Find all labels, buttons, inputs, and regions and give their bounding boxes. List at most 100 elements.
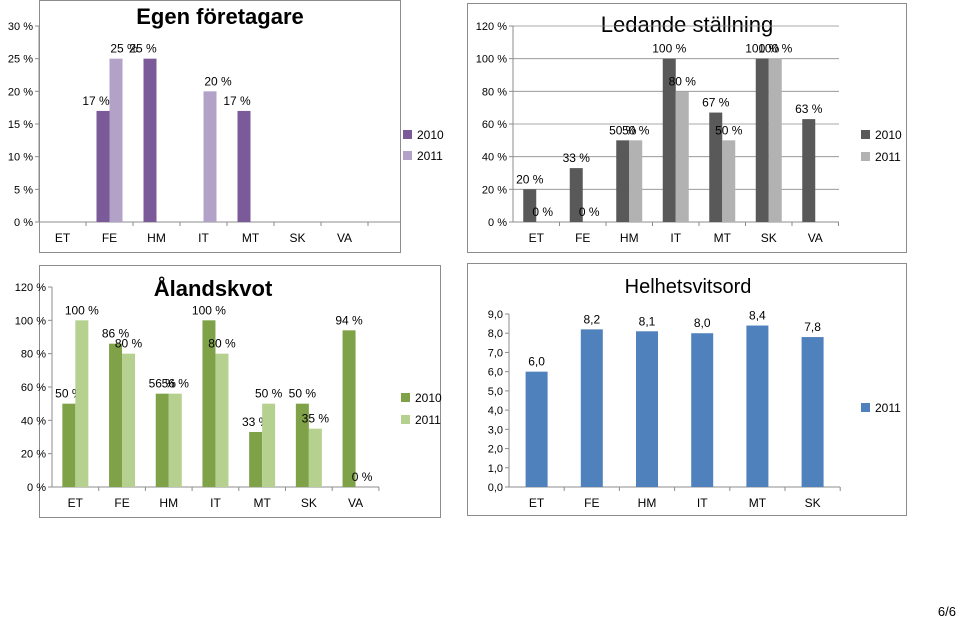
bar-2011-SK bbox=[768, 58, 782, 222]
x-tick-label: SK bbox=[289, 231, 305, 245]
chart-title: Ålandskvot bbox=[154, 275, 273, 301]
data-label: 8,2 bbox=[583, 312, 600, 326]
x-tick-label: VA bbox=[337, 231, 352, 245]
chart-egen: Egen företagare 0 % 5 % 10 % 15 % 20 % 25 % 30 … bbox=[8, 0, 444, 253]
y-tick-label: 5,0 bbox=[488, 386, 503, 398]
y-tick-label: 20 % bbox=[21, 449, 46, 461]
bar-2010-SK bbox=[295, 403, 309, 487]
data-label: 17 % bbox=[82, 94, 110, 108]
bar-2011-IT bbox=[691, 333, 714, 487]
x-tick-label: HM bbox=[159, 496, 178, 510]
bar-2011-MT bbox=[746, 325, 769, 487]
x-tick-label: FE bbox=[114, 496, 129, 510]
data-label: 7,8 bbox=[804, 320, 821, 334]
x-tick-label: VA bbox=[808, 231, 823, 245]
legend-label: 2011 bbox=[415, 413, 441, 427]
data-label: 35 % bbox=[302, 412, 330, 426]
data-label: 50 % bbox=[715, 123, 743, 137]
y-tick-label: 30 % bbox=[8, 21, 33, 33]
data-label: 33 % bbox=[563, 151, 591, 165]
bar-2010-FE bbox=[569, 168, 583, 222]
chart-title: Helhetsvitsord bbox=[625, 276, 752, 298]
x-tick-label: FE bbox=[102, 231, 117, 245]
chart-title: Egen företagare bbox=[136, 4, 304, 29]
legend-label: 2011 bbox=[875, 150, 901, 164]
bar-2010-MT bbox=[709, 112, 723, 222]
bar-2010-HM bbox=[616, 140, 630, 222]
y-tick-label: 100 % bbox=[15, 315, 46, 327]
bar-2011-IT bbox=[215, 353, 229, 487]
y-tick-label: 6,0 bbox=[488, 367, 503, 379]
bar-2011-IT bbox=[675, 91, 689, 222]
data-label: 20 % bbox=[516, 172, 544, 186]
data-label: 25 % bbox=[129, 42, 157, 56]
y-tick-label: 20 % bbox=[8, 86, 33, 98]
bar-2010-MT bbox=[237, 110, 251, 222]
data-label: 56 % bbox=[162, 377, 190, 391]
x-tick-label: IT bbox=[210, 496, 221, 510]
y-tick-label: 9,0 bbox=[488, 309, 503, 321]
bar-2011-ET bbox=[525, 371, 548, 487]
bar-2010-MT bbox=[249, 432, 263, 487]
bar-2011-FE bbox=[580, 329, 603, 487]
bar-2011-HM bbox=[629, 140, 643, 222]
y-tick-label: 120 % bbox=[476, 21, 507, 33]
bar-2010-IT bbox=[202, 320, 216, 487]
data-label: 8,0 bbox=[694, 316, 711, 330]
x-tick-label: HM bbox=[638, 496, 657, 510]
data-label: 0 % bbox=[579, 205, 600, 219]
chart-title: Ledande ställning bbox=[601, 12, 773, 37]
x-tick-label: ET bbox=[529, 231, 545, 245]
bar-2011-SK bbox=[801, 337, 824, 487]
data-label: 100 % bbox=[745, 42, 779, 56]
x-tick-label: HM bbox=[147, 231, 166, 245]
legend-label: 2010 bbox=[875, 128, 902, 142]
data-label: 8,1 bbox=[639, 314, 656, 328]
data-label: 80 % bbox=[115, 337, 143, 351]
y-tick-label: 10 % bbox=[8, 152, 33, 164]
legend-swatch-2010 bbox=[861, 130, 870, 139]
bar-2010-VA bbox=[802, 119, 816, 222]
y-tick-label: 8,0 bbox=[488, 328, 503, 340]
x-tick-label: IT bbox=[670, 231, 681, 245]
data-label: 100 % bbox=[652, 42, 686, 56]
legend-swatch-2010 bbox=[403, 130, 412, 139]
legend-swatch-2011 bbox=[403, 151, 412, 160]
bar-2010-SK bbox=[755, 58, 769, 222]
y-tick-label: 7,0 bbox=[488, 347, 503, 359]
data-label: 94 % bbox=[335, 313, 363, 327]
y-tick-label: 0,0 bbox=[488, 482, 503, 494]
data-label: 20 % bbox=[204, 74, 232, 88]
x-tick-label: HM bbox=[620, 231, 639, 245]
bar-2011-FE bbox=[122, 353, 136, 487]
chart-ledande: Ledande ställning 0 % 20 % 40 % 60 % 80 % 100 … bbox=[467, 3, 907, 253]
chart-border bbox=[39, 0, 401, 253]
x-tick-label: ET bbox=[55, 231, 71, 245]
data-label: 50 % bbox=[255, 387, 283, 401]
data-label: 17 % bbox=[223, 94, 251, 108]
chart-helhet: Helhetsvitsord 0,0 1,0 2,0 3,0 4,0 5,0 6,0 7,0 8,… bbox=[467, 263, 907, 516]
legend-label: 2011 bbox=[417, 149, 443, 163]
x-tick-label: ET bbox=[68, 496, 84, 510]
y-tick-label: 40 % bbox=[482, 152, 507, 164]
x-tick-label: MT bbox=[749, 496, 767, 510]
y-tick-label: 0 % bbox=[14, 217, 33, 229]
y-tick-label: 0 % bbox=[27, 482, 46, 494]
bar-2011-SK bbox=[308, 428, 322, 487]
data-label: 86 % bbox=[102, 327, 130, 341]
data-label: 0 % bbox=[532, 205, 553, 219]
y-tick-label: 20 % bbox=[482, 184, 507, 196]
data-label: 0 % bbox=[352, 470, 373, 484]
y-tick-label: 80 % bbox=[482, 86, 507, 98]
data-label: 80 % bbox=[208, 337, 236, 351]
y-tick-label: 3,0 bbox=[488, 424, 503, 436]
data-label: 100 % bbox=[758, 42, 792, 56]
legend-swatch-2010 bbox=[401, 393, 410, 402]
bar-2011-FE bbox=[109, 58, 123, 222]
bar-2010-IT bbox=[662, 58, 676, 222]
legend-label: 2011 bbox=[875, 401, 901, 415]
x-tick-label: FE bbox=[575, 231, 590, 245]
legend-swatch-2011 bbox=[401, 415, 410, 424]
bar-2011-MT bbox=[722, 140, 736, 222]
